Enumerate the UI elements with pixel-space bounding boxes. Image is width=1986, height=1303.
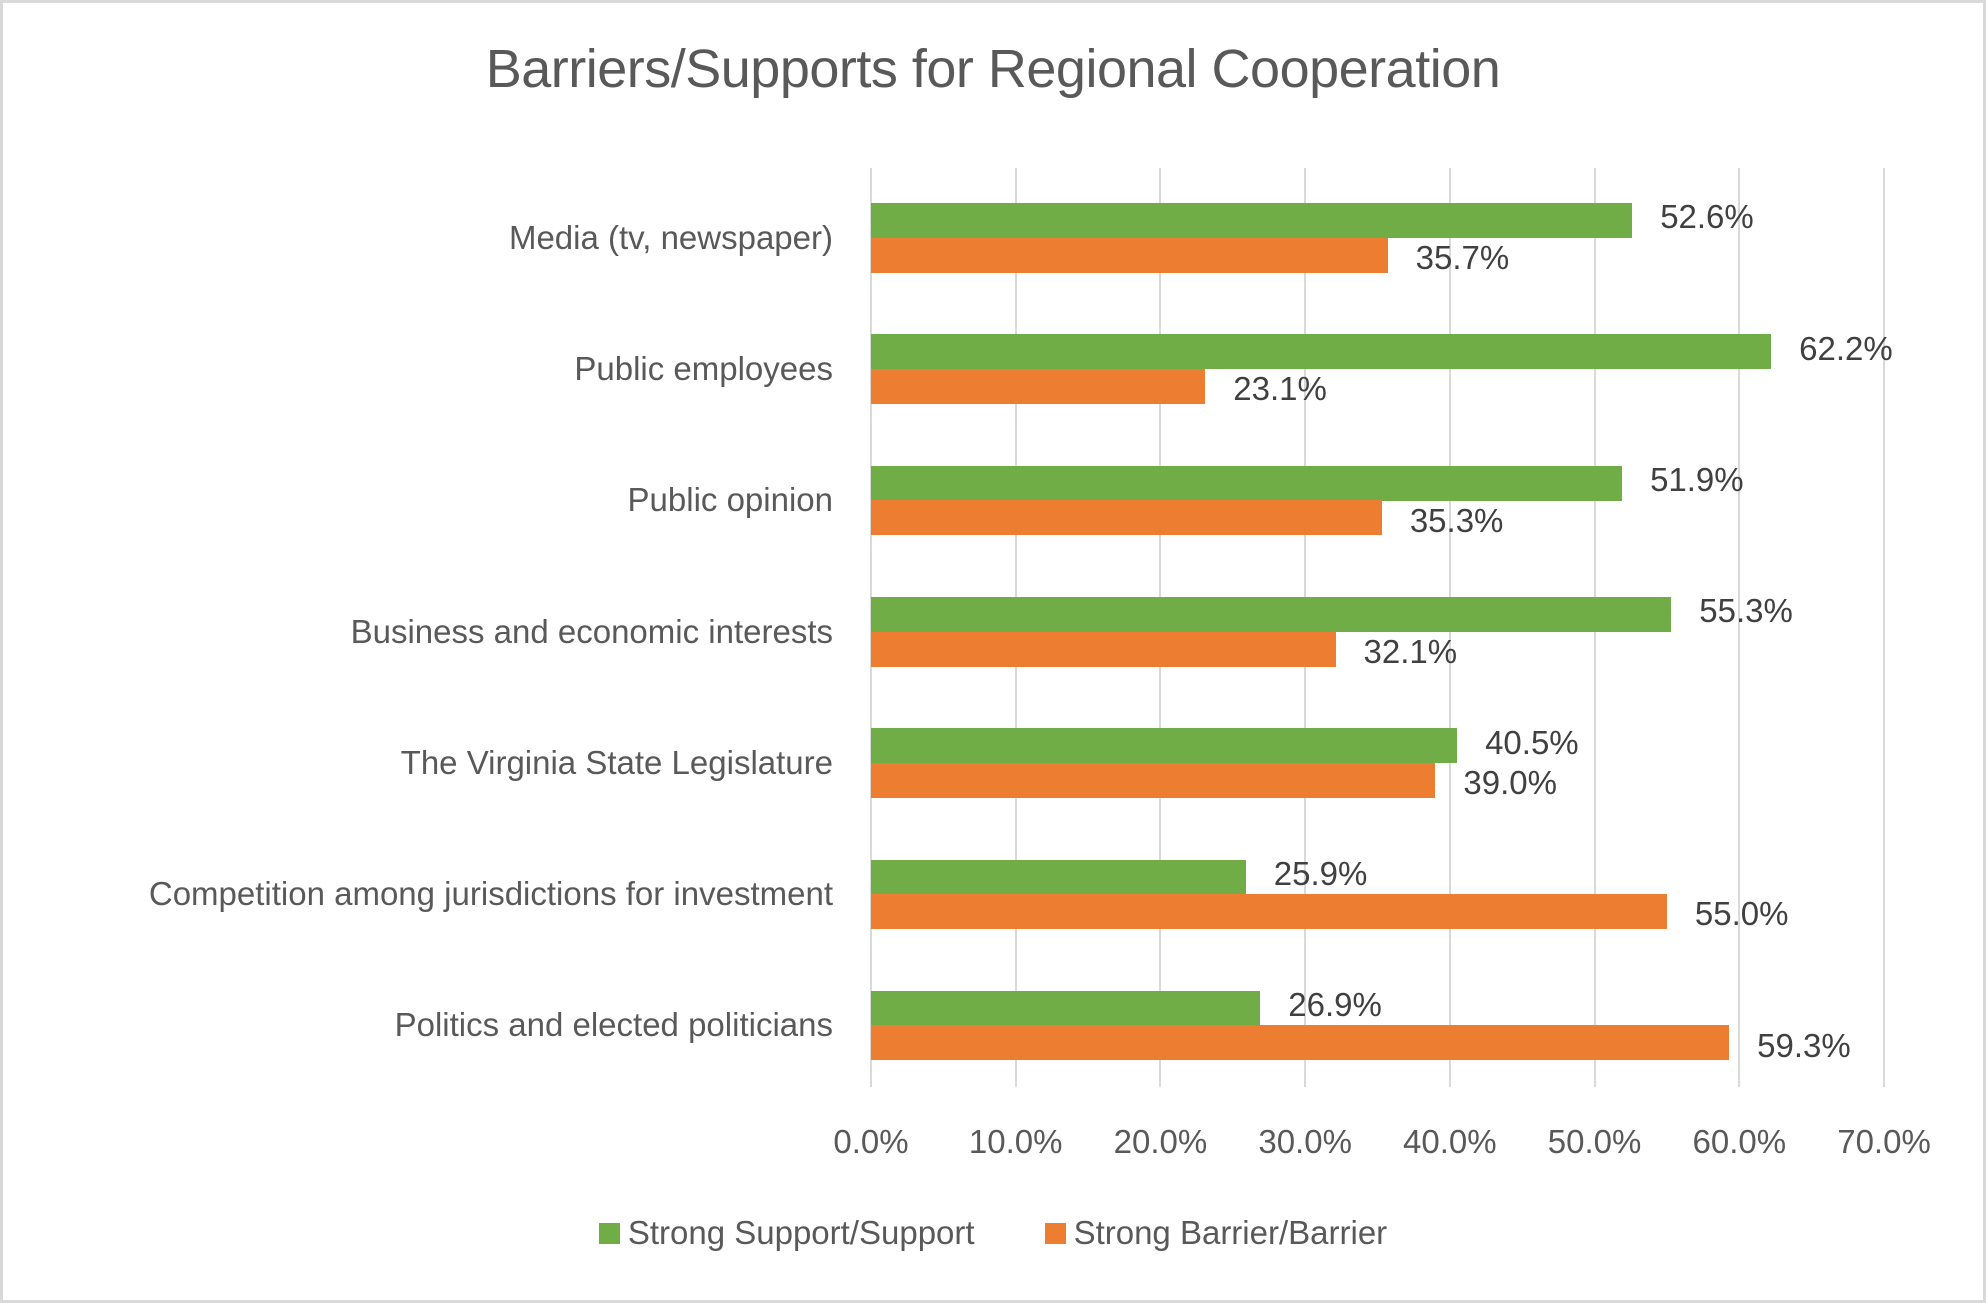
gridline xyxy=(1883,168,1885,1087)
category-label: Business and economic interests xyxy=(350,612,833,650)
data-label: 23.1% xyxy=(1233,370,1327,408)
bar-support xyxy=(871,990,1261,1026)
x-tick-label: 10.0% xyxy=(968,1123,1063,1160)
bar-support xyxy=(871,728,1458,764)
category-label: Public employees xyxy=(574,349,833,387)
legend-item-barrier: Strong Barrier/Barrier xyxy=(1044,1214,1388,1252)
data-label: 26.9% xyxy=(1288,986,1382,1024)
legend-swatch-orange-icon xyxy=(1044,1222,1066,1244)
data-label: 40.5% xyxy=(1485,723,1579,761)
x-tick-label: 60.0% xyxy=(1692,1123,1787,1160)
category-label: Media (tv, newspaper) xyxy=(508,218,833,256)
category-label: Public opinion xyxy=(627,481,833,519)
data-label: 32.1% xyxy=(1363,632,1458,670)
x-tick-label: 20.0% xyxy=(1113,1123,1208,1160)
x-tick-label: 50.0% xyxy=(1547,1123,1642,1160)
data-label: 39.0% xyxy=(1463,764,1557,802)
data-label: 59.3% xyxy=(1757,1026,1851,1064)
bar-support xyxy=(871,334,1772,370)
x-tick-label: 0.0% xyxy=(833,1123,909,1160)
data-label: 55.3% xyxy=(1699,592,1793,630)
data-label: 52.6% xyxy=(1660,198,1754,236)
bar-barrier xyxy=(871,894,1667,930)
legend: Strong Support/Support Strong Barrier/Ba… xyxy=(0,1214,1986,1252)
data-label: 55.0% xyxy=(1694,895,1789,933)
legend-label: Strong Barrier/Barrier xyxy=(1073,1214,1388,1251)
data-label: 35.3% xyxy=(1409,501,1504,539)
legend-label: Strong Support/Support xyxy=(627,1214,975,1251)
bar-support xyxy=(871,465,1623,501)
bar-barrier xyxy=(871,631,1336,667)
legend-swatch-green-icon xyxy=(598,1222,620,1244)
category-label: Competition among jurisdictions for inve… xyxy=(148,875,833,913)
x-tick-label: 30.0% xyxy=(1258,1123,1352,1160)
bar-barrier xyxy=(871,762,1436,798)
data-label: 35.7% xyxy=(1415,238,1510,276)
x-tick-label: 70.0% xyxy=(1837,1123,1931,1160)
bar-barrier xyxy=(871,500,1382,536)
data-label: 62.2% xyxy=(1799,329,1893,367)
gridline xyxy=(1738,168,1741,1087)
x-tick-label: 40.0% xyxy=(1403,1123,1497,1160)
bar-support xyxy=(871,859,1246,895)
bar-support xyxy=(871,203,1633,238)
category-label: Politics and elected politicians xyxy=(394,1006,833,1044)
category-label: The Virginia State Legislature xyxy=(400,743,833,781)
chart-title: Barriers/Supports for Regional Cooperati… xyxy=(485,39,1501,99)
bar-barrier xyxy=(871,368,1206,404)
data-label: 25.9% xyxy=(1273,854,1368,892)
bar-barrier xyxy=(871,1025,1730,1061)
bar-support xyxy=(871,596,1672,632)
bar-barrier xyxy=(871,237,1388,273)
data-label: 51.9% xyxy=(1650,460,1744,498)
legend-item-support: Strong Support/Support xyxy=(598,1214,975,1252)
